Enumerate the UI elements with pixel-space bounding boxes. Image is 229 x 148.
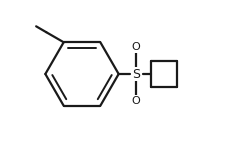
Text: O: O bbox=[131, 96, 140, 106]
Text: O: O bbox=[131, 42, 140, 52]
Text: S: S bbox=[131, 67, 139, 81]
